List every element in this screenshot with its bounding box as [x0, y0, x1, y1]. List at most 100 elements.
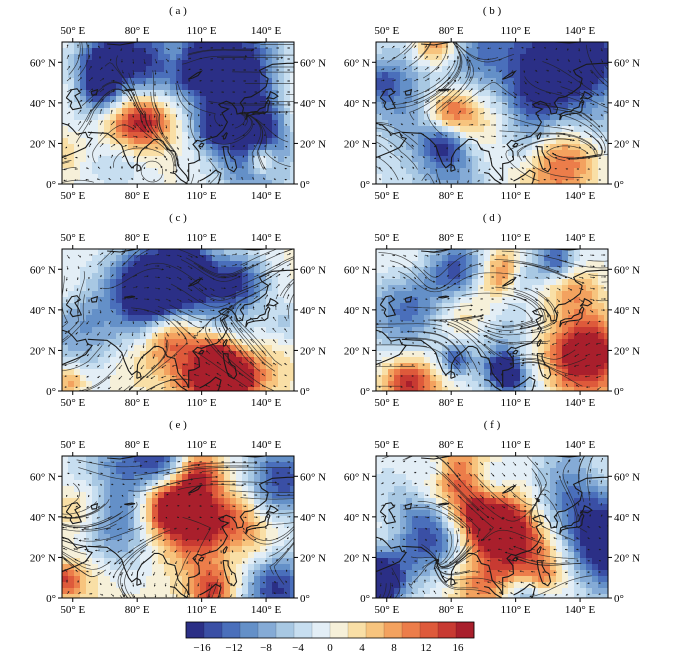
lat-tick-label-left: 20° N — [30, 552, 56, 564]
lat-tick-label-left: 40° N — [344, 98, 370, 110]
lat-tick-label-left: 0° — [360, 386, 370, 398]
colorbar-tick-label: 16 — [453, 642, 465, 654]
colorbar-segment — [258, 622, 276, 638]
colorbar-segment — [384, 622, 402, 638]
lon-tick-label-bottom: 80° E — [125, 604, 150, 616]
lon-tick-label-bottom: 110° E — [501, 190, 531, 202]
lon-tick-label-bottom: 110° E — [187, 190, 217, 202]
lon-tick-label-top: 140° E — [251, 232, 282, 244]
lat-tick-label-right: 40° N — [614, 98, 640, 110]
lon-tick-label-top: 80° E — [439, 232, 464, 244]
lat-tick-label-left: 0° — [46, 179, 56, 191]
lat-tick-label-left: 20° N — [344, 138, 370, 150]
lat-tick-label-right: 20° N — [614, 552, 640, 564]
lon-tick-label-top: 110° E — [501, 232, 531, 244]
lat-tick-label-right: 60° N — [300, 57, 326, 69]
lat-tick-label-right: 40° N — [300, 98, 326, 110]
lon-tick-label-top: 80° E — [439, 439, 464, 451]
colorbar-segment — [240, 622, 258, 638]
colorbar-tick-label: −8 — [260, 642, 272, 654]
colorbar-segment — [366, 622, 384, 638]
lat-tick-label-right: 0° — [614, 386, 624, 398]
lat-tick-label-right: 20° N — [300, 138, 326, 150]
lat-tick-label-left: 60° N — [30, 471, 56, 483]
lat-tick-label-left: 20° N — [344, 345, 370, 357]
lon-tick-label-bottom: 80° E — [439, 397, 464, 409]
colorbar-tick-label: 0 — [327, 642, 333, 654]
lat-tick-label-right: 40° N — [614, 512, 640, 524]
map-area-b — [320, 2, 662, 221]
colorbar-tick-label: 8 — [391, 642, 397, 654]
colorbar-tick-label: −4 — [292, 642, 304, 654]
lat-tick-label-left: 0° — [360, 593, 370, 605]
lat-tick-label-left: 20° N — [344, 552, 370, 564]
lat-tick-label-right: 40° N — [300, 512, 326, 524]
lon-tick-label-bottom: 50° E — [60, 190, 85, 202]
panel-label-b: ( b ) — [483, 5, 502, 17]
lon-tick-label-bottom: 140° E — [251, 190, 282, 202]
lat-tick-label-left: 40° N — [344, 305, 370, 317]
lon-tick-label-bottom: 80° E — [439, 604, 464, 616]
lon-tick-label-bottom: 110° E — [187, 397, 217, 409]
lat-tick-label-left: 60° N — [30, 264, 56, 276]
lat-tick-label-left: 60° N — [344, 471, 370, 483]
lat-tick-label-right: 60° N — [614, 264, 640, 276]
lat-tick-label-left: 60° N — [30, 57, 56, 69]
lon-tick-label-top: 110° E — [501, 439, 531, 451]
panel-label-e: ( e ) — [169, 419, 187, 431]
lat-tick-label-right: 0° — [300, 386, 310, 398]
lon-tick-label-bottom: 140° E — [565, 190, 596, 202]
lat-tick-label-left: 60° N — [344, 264, 370, 276]
lat-tick-label-right: 60° N — [300, 471, 326, 483]
colorbar-segment — [186, 622, 204, 638]
lon-tick-label-bottom: 110° E — [501, 397, 531, 409]
lat-tick-label-left: 40° N — [30, 512, 56, 524]
lat-tick-label-left: 0° — [46, 386, 56, 398]
lat-tick-label-left: 20° N — [30, 138, 56, 150]
lon-tick-label-top: 50° E — [374, 232, 399, 244]
lon-tick-label-top: 80° E — [439, 25, 464, 37]
lon-tick-label-top: 110° E — [187, 439, 217, 451]
lat-tick-label-right: 20° N — [300, 345, 326, 357]
colorbar-segment — [402, 622, 420, 638]
lat-tick-label-right: 0° — [614, 179, 624, 191]
lon-tick-label-top: 50° E — [60, 439, 85, 451]
lat-tick-label-right: 0° — [614, 593, 624, 605]
colorbar-segment — [204, 622, 222, 638]
colorbar-segment — [222, 622, 240, 638]
lat-tick-label-left: 60° N — [344, 57, 370, 69]
colorbar-segment — [276, 622, 294, 638]
lat-tick-label-right: 40° N — [614, 305, 640, 317]
lat-tick-label-right: 60° N — [614, 57, 640, 69]
lat-tick-label-left: 0° — [360, 179, 370, 191]
panel-label-d: ( d ) — [483, 212, 502, 224]
lon-tick-label-top: 80° E — [125, 25, 150, 37]
lon-tick-label-top: 140° E — [251, 25, 282, 37]
lat-tick-label-left: 40° N — [30, 98, 56, 110]
panel-label-f: ( f ) — [484, 419, 501, 431]
lon-tick-label-bottom: 140° E — [251, 604, 282, 616]
colorbar-tick-label: 4 — [359, 642, 365, 654]
lon-tick-label-bottom: 50° E — [374, 190, 399, 202]
lat-tick-label-right: 60° N — [300, 264, 326, 276]
lon-tick-label-bottom: 110° E — [501, 604, 531, 616]
lon-tick-label-top: 80° E — [125, 232, 150, 244]
lon-tick-label-bottom: 50° E — [374, 397, 399, 409]
lon-tick-label-bottom: 80° E — [125, 397, 150, 409]
lon-tick-label-bottom: 140° E — [565, 604, 596, 616]
lon-tick-label-bottom: 110° E — [187, 604, 217, 616]
lon-tick-label-top: 80° E — [125, 439, 150, 451]
lon-tick-label-top: 50° E — [60, 232, 85, 244]
colorbar-segment — [294, 622, 312, 638]
lon-tick-label-top: 50° E — [60, 25, 85, 37]
lat-tick-label-right: 20° N — [614, 138, 640, 150]
lon-tick-label-top: 140° E — [565, 25, 596, 37]
lon-tick-label-top: 110° E — [187, 25, 217, 37]
